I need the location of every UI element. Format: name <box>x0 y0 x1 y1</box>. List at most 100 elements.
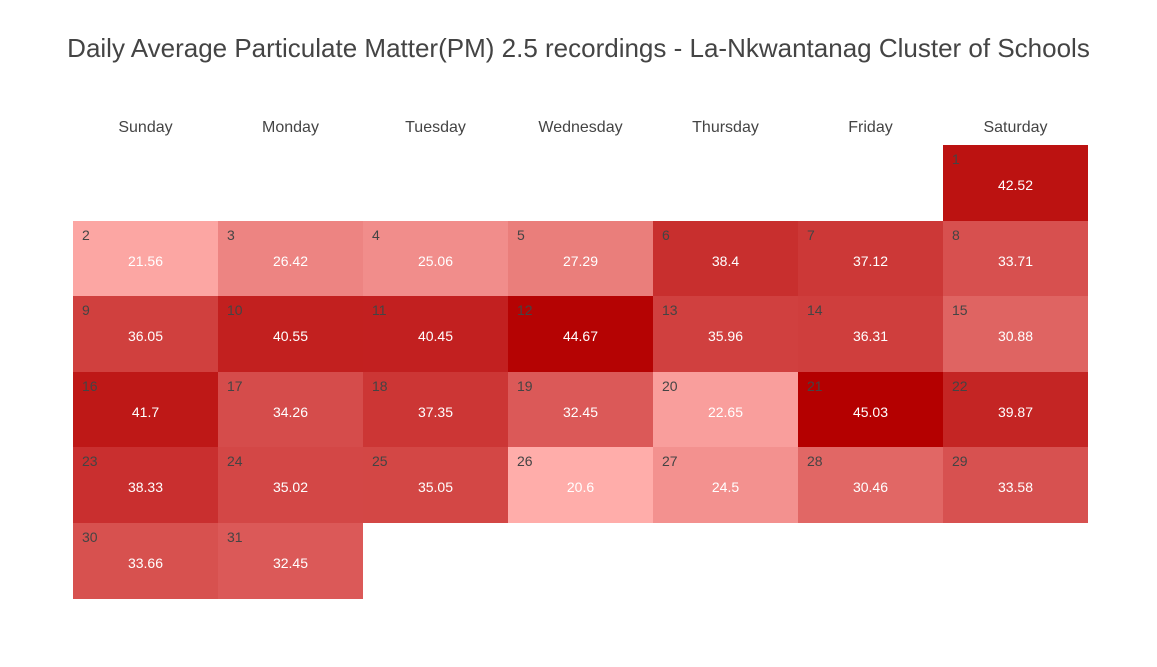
data-label: 41.7 <box>131 404 160 420</box>
day-cell: 13 35.96 <box>653 296 798 372</box>
day-cell: 24 35.02 <box>218 447 363 523</box>
day-number: 9 <box>82 302 90 318</box>
day-cell: 3 26.42 <box>218 221 363 297</box>
weekday-label: Wednesday <box>538 119 623 136</box>
weekday-label: Sunday <box>118 119 173 136</box>
data-label: 44.67 <box>562 328 599 344</box>
day-cell: 30 33.66 <box>73 523 218 599</box>
day-number: 5 <box>517 227 525 243</box>
day-cell: 15 30.88 <box>943 296 1088 372</box>
day-number: 7 <box>807 227 815 243</box>
day-cell: 19 32.45 <box>508 372 653 448</box>
day-cell: 2 21.56 <box>73 221 218 297</box>
day-cell: 8 33.71 <box>943 221 1088 297</box>
chart-title: Daily Average Particulate Matter(PM) 2.5… <box>67 33 1090 63</box>
data-label: 40.55 <box>272 328 309 344</box>
data-label: 35.02 <box>272 479 309 495</box>
day-cell: 11 40.45 <box>363 296 508 372</box>
day-cell: 18 37.35 <box>363 372 508 448</box>
data-label: 20.6 <box>566 479 595 495</box>
day-cell: 23 38.33 <box>73 447 218 523</box>
data-label: 45.03 <box>852 404 889 420</box>
data-label: 37.12 <box>852 253 889 269</box>
day-cell: 20 22.65 <box>653 372 798 448</box>
day-cell: 12 44.67 <box>508 296 653 372</box>
day-cell: 16 41.7 <box>73 372 218 448</box>
day-number: 30 <box>82 529 98 545</box>
day-number: 19 <box>517 378 533 394</box>
day-cell: 31 32.45 <box>218 523 363 599</box>
day-number: 23 <box>82 453 98 469</box>
day-number: 6 <box>662 227 670 243</box>
data-label: 35.96 <box>707 328 744 344</box>
day-cell: 9 36.05 <box>73 296 218 372</box>
day-cell: 26 20.6 <box>508 447 653 523</box>
day-cell: 28 30.46 <box>798 447 943 523</box>
day-cell: 7 37.12 <box>798 221 943 297</box>
data-label: 35.05 <box>417 479 454 495</box>
data-label: 37.35 <box>417 404 454 420</box>
day-number: 24 <box>227 453 243 469</box>
day-number: 17 <box>227 378 243 394</box>
day-cell: 4 25.06 <box>363 221 508 297</box>
data-label: 33.58 <box>997 479 1034 495</box>
data-label: 34.26 <box>272 404 309 420</box>
data-label: 32.45 <box>272 555 309 571</box>
data-label: 22.65 <box>707 404 744 420</box>
data-label: 24.5 <box>711 479 740 495</box>
day-cell: 14 36.31 <box>798 296 943 372</box>
weekday-label: Tuesday <box>405 119 466 136</box>
day-number: 21 <box>807 378 823 394</box>
data-label: 40.45 <box>417 328 454 344</box>
day-cell: 17 34.26 <box>218 372 363 448</box>
day-number: 27 <box>662 453 678 469</box>
day-number: 15 <box>952 302 968 318</box>
data-label: 30.46 <box>852 479 889 495</box>
day-cell: 29 33.58 <box>943 447 1088 523</box>
day-cell: 21 45.03 <box>798 372 943 448</box>
day-number: 29 <box>952 453 968 469</box>
day-number: 3 <box>227 227 235 243</box>
day-number: 11 <box>372 302 387 318</box>
day-number: 13 <box>662 302 678 318</box>
data-label: 39.87 <box>997 404 1034 420</box>
day-number: 20 <box>662 378 678 394</box>
data-label: 36.05 <box>127 328 164 344</box>
day-number: 31 <box>227 529 243 545</box>
weekday-label: Monday <box>262 119 319 136</box>
day-number: 16 <box>82 378 98 394</box>
day-number: 25 <box>372 453 388 469</box>
day-number: 26 <box>517 453 533 469</box>
data-label: 26.42 <box>272 253 309 269</box>
data-label: 27.29 <box>562 253 599 269</box>
data-label: 33.71 <box>997 253 1034 269</box>
day-cell: 27 24.5 <box>653 447 798 523</box>
data-label: 30.88 <box>997 328 1034 344</box>
day-cell: 6 38.4 <box>653 221 798 297</box>
day-number: 18 <box>372 378 388 394</box>
data-label: 42.52 <box>997 177 1034 193</box>
day-cell: 22 39.87 <box>943 372 1088 448</box>
day-cell: 5 27.29 <box>508 221 653 297</box>
day-cell: 25 35.05 <box>363 447 508 523</box>
day-number: 14 <box>807 302 823 318</box>
data-label: 38.4 <box>711 253 740 269</box>
day-number: 28 <box>807 453 823 469</box>
data-label: 32.45 <box>562 404 599 420</box>
weekday-label: Thursday <box>692 119 759 136</box>
day-number: 4 <box>372 227 380 243</box>
data-label: 21.56 <box>127 253 164 269</box>
day-number: 8 <box>952 227 960 243</box>
data-label: 25.06 <box>417 253 454 269</box>
data-label: 38.33 <box>127 479 164 495</box>
data-label: 36.31 <box>852 328 889 344</box>
day-number: 2 <box>82 227 90 243</box>
day-cell: 10 40.55 <box>218 296 363 372</box>
weekday-label: Saturday <box>983 119 1048 136</box>
day-number: 12 <box>517 302 533 318</box>
day-number: 1 <box>952 151 960 167</box>
data-label: 33.66 <box>127 555 164 571</box>
day-cell: 1 42.52 <box>943 145 1088 221</box>
day-number: 10 <box>227 302 243 318</box>
weekday-label: Friday <box>848 119 893 136</box>
